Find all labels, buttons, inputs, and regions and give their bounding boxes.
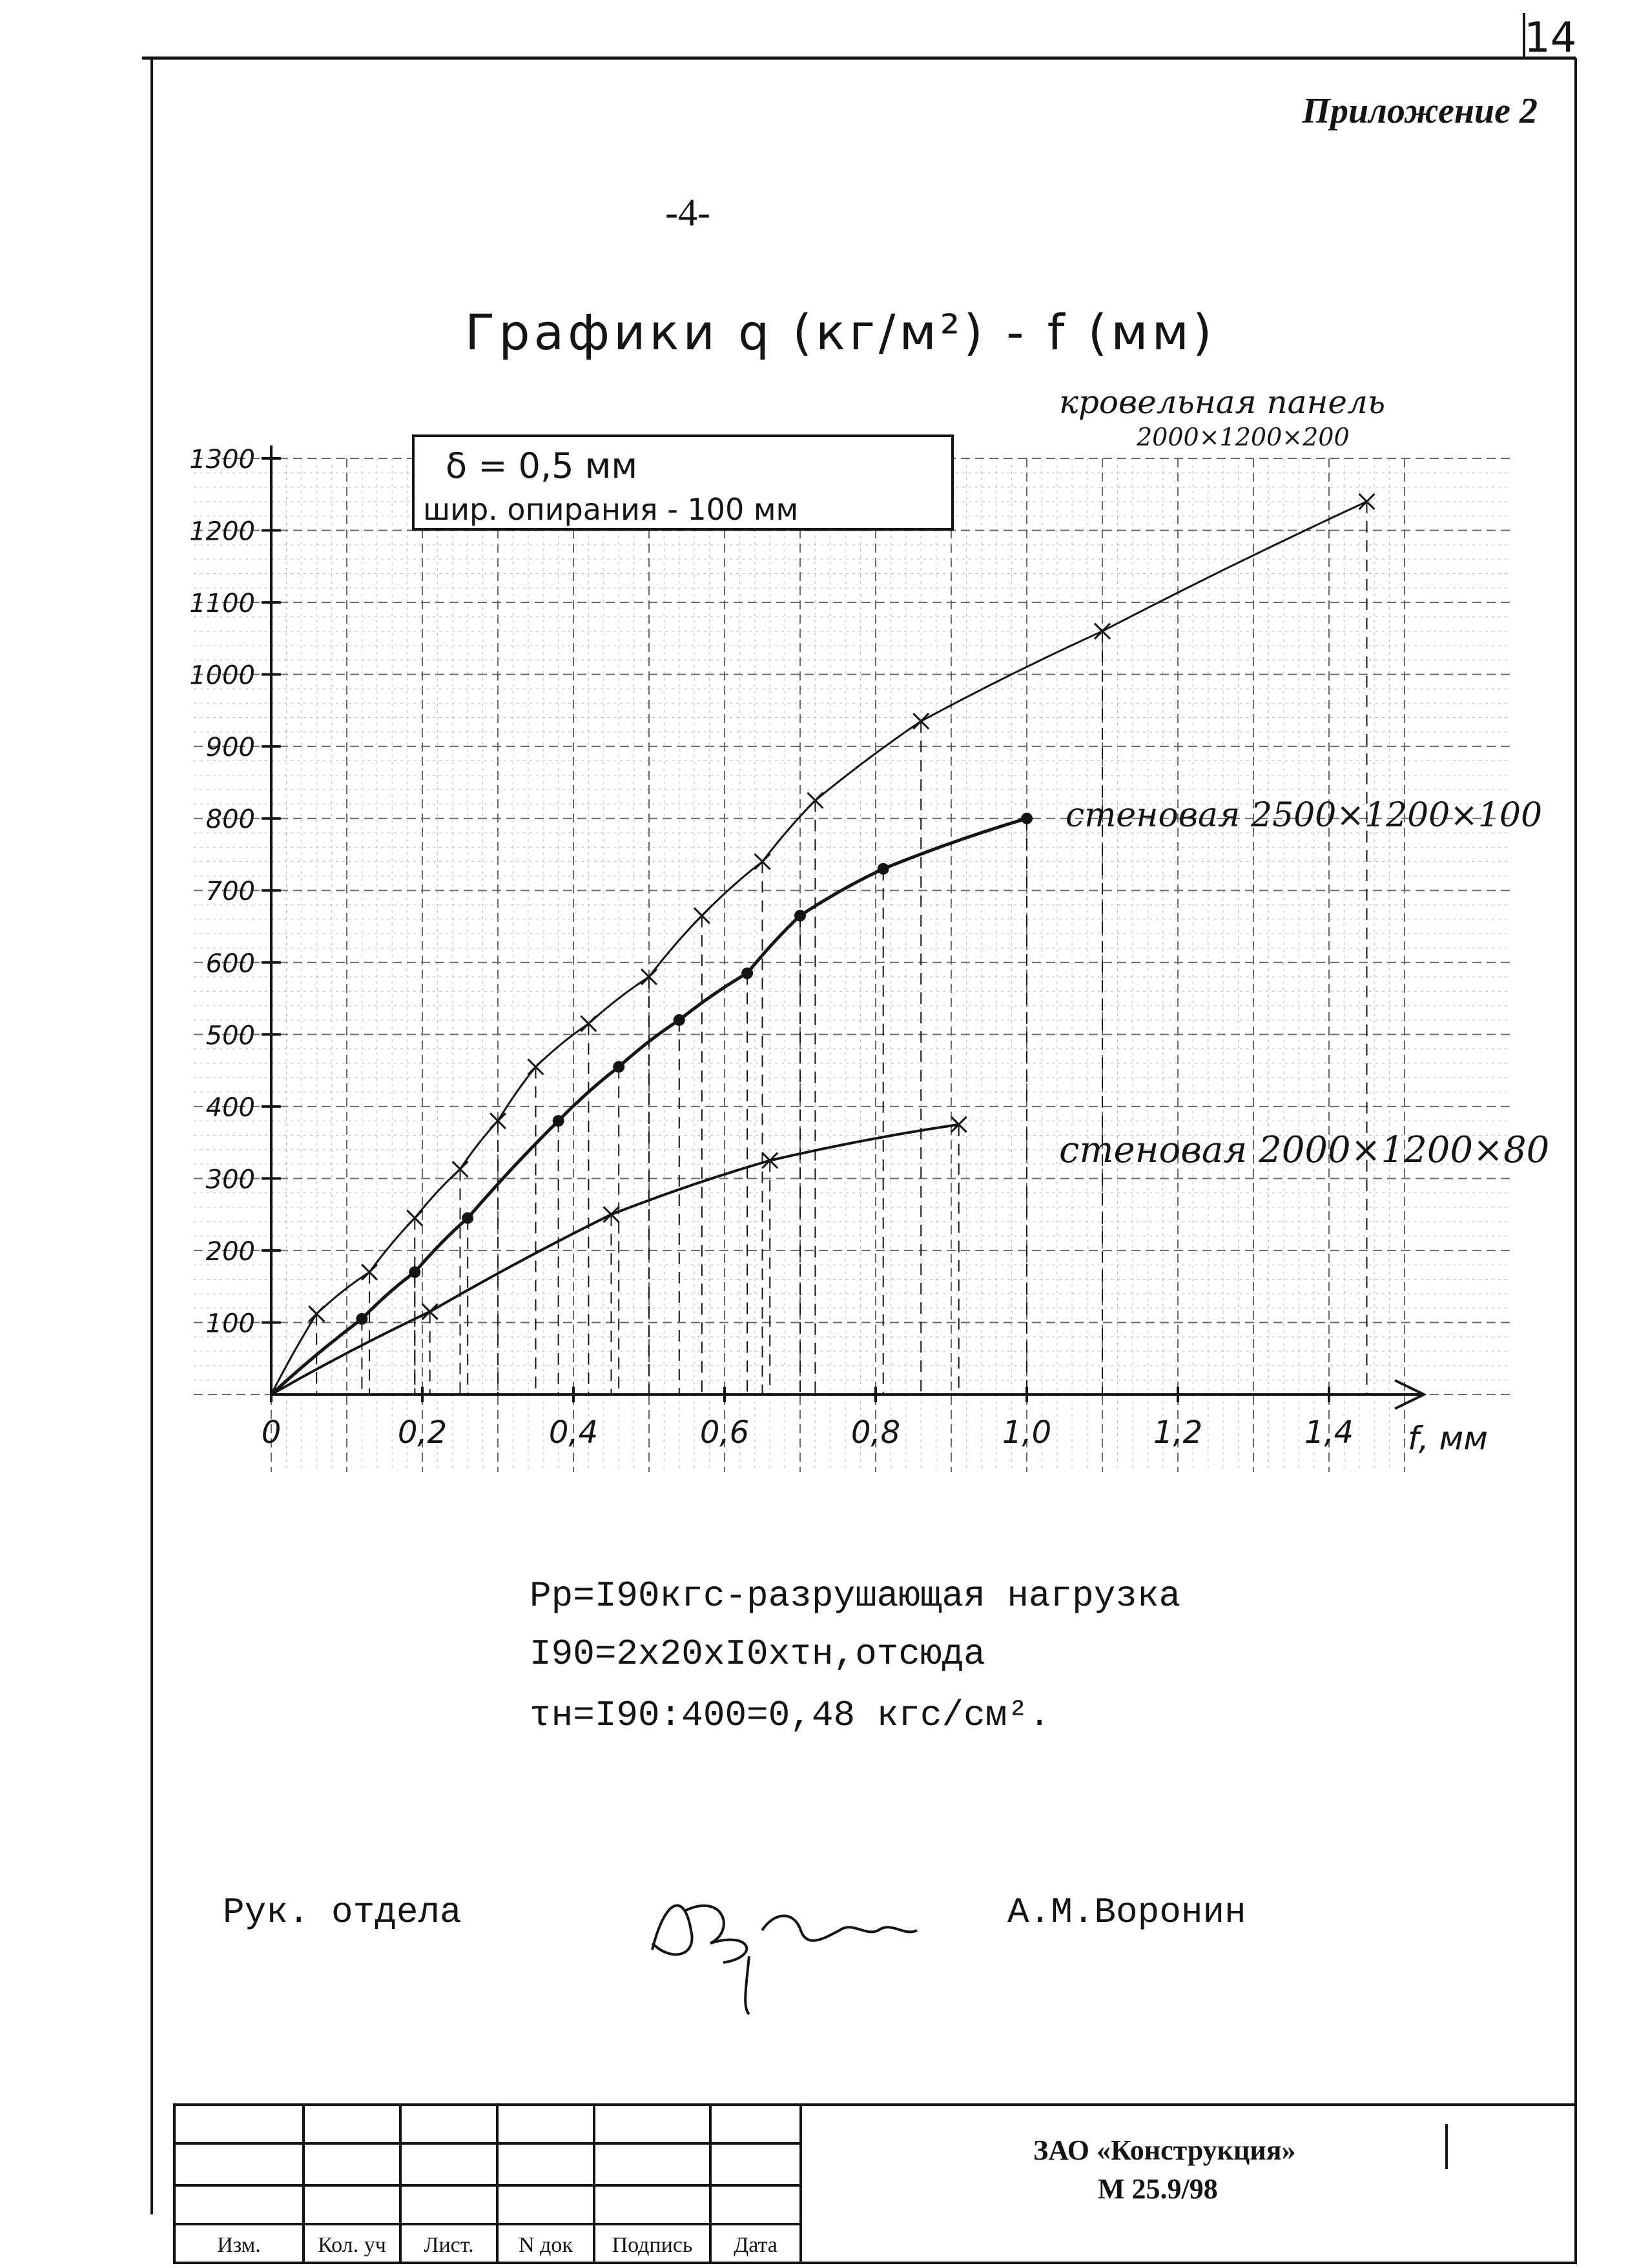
- title-block-col-count: Кол. уч: [318, 2232, 386, 2257]
- data-point: [1093, 622, 1111, 640]
- x-tick-label: 1,0: [1002, 1415, 1051, 1451]
- signatory-role: Рук. отдела: [223, 1892, 462, 1933]
- data-point: [1358, 493, 1376, 510]
- title-block-col-sheet: Лист.: [424, 2232, 474, 2257]
- data-point: [361, 1263, 378, 1281]
- y-tick-label: 200: [206, 1237, 255, 1267]
- x-tick-label: 0,8: [851, 1415, 900, 1451]
- series-1-label-line-1: кровельная панель: [1059, 383, 1385, 421]
- data-point: [603, 1206, 620, 1223]
- handwritten-signature: [651, 1904, 918, 2016]
- chart-series: [270, 493, 1376, 1396]
- y-tick-label: 100: [206, 1309, 255, 1338]
- x-tick-label: 1,4: [1304, 1415, 1354, 1451]
- x-tick-label: 0,4: [549, 1415, 598, 1451]
- page-number: -4-: [665, 191, 710, 234]
- signatory-name: А.М.Воронин: [1007, 1892, 1246, 1933]
- chart-labels: 100 200 300 400 500 600 700 800 900 1000 1100 1200 1…: [189, 383, 1549, 1457]
- y-tick-label: 1000: [189, 661, 255, 691]
- title-block-col-signature: Подпись: [612, 2232, 693, 2257]
- chart-grid: [194, 458, 1511, 1472]
- y-tick-label: 600: [206, 949, 255, 979]
- x-tick-label: 0,2: [398, 1415, 447, 1451]
- y-tick-label: 1100: [189, 589, 255, 618]
- series-3-label: стеновая 2000×1200×80: [1059, 1129, 1549, 1171]
- data-point: [451, 1160, 469, 1178]
- y-tick-label: 300: [206, 1165, 255, 1194]
- y-tick-label: 400: [206, 1093, 255, 1123]
- note-line-3: τн=I90:400=0,48 кгс/см².: [530, 1695, 1051, 1736]
- x-tick-label: 0,6: [700, 1415, 749, 1451]
- x-axis-arrow: [1394, 1379, 1427, 1410]
- series-2-label: стеновая 2500×1200×100: [1066, 796, 1542, 835]
- series-1: [270, 493, 1376, 1395]
- note-line-2: I90=2х20хI0хτн,отсюда: [530, 1633, 985, 1675]
- title-block: [173, 2103, 1577, 2264]
- y-tick-label: 800: [206, 805, 255, 835]
- x-axis-label: f, мм: [1408, 1420, 1488, 1457]
- series-1-label-line-2: 2000×1200×200: [1136, 423, 1350, 451]
- y-tick-label: 500: [206, 1021, 255, 1050]
- series-3: [271, 1116, 967, 1396]
- y-tick-label: 900: [206, 733, 255, 762]
- x-tick-label: 0: [262, 1415, 282, 1451]
- chart-axes: [262, 445, 1427, 1410]
- data-point: [950, 1116, 967, 1133]
- y-tick-label: 1200: [189, 517, 255, 547]
- legend-line-2: шир. опирания - 100 мм: [423, 492, 798, 527]
- title-block-col-change: Изм.: [217, 2232, 261, 2257]
- series-line: [271, 1123, 959, 1396]
- document-number: М 25.9/98: [1098, 2173, 1218, 2205]
- chart-title: Графики q (кг/м²) - f (мм): [465, 303, 1216, 361]
- legend-line-1: δ = 0,5 мм: [446, 445, 637, 486]
- data-point: [406, 1209, 424, 1227]
- y-tick-label: 1300: [189, 445, 255, 475]
- sheet-number: 14: [1524, 14, 1577, 62]
- title-block-col-date: Дата: [734, 2232, 778, 2257]
- y-tick-label: 700: [206, 877, 255, 906]
- title-block-col-docnum: N док: [519, 2232, 573, 2257]
- series-2: [270, 812, 1033, 1396]
- appendix-label: Приложение 2: [1302, 91, 1538, 131]
- company-name: ЗАО «Конструкция»: [1033, 2134, 1296, 2166]
- data-point: [489, 1112, 507, 1130]
- data-point: [421, 1303, 438, 1320]
- x-tick-label: 1,2: [1153, 1415, 1202, 1451]
- note-line-1: Рр=I90кгс-разрушающая нагрузка: [530, 1575, 1181, 1617]
- legend-box: δ = 0,5 мм шир. опирания - 100 мм: [412, 434, 954, 531]
